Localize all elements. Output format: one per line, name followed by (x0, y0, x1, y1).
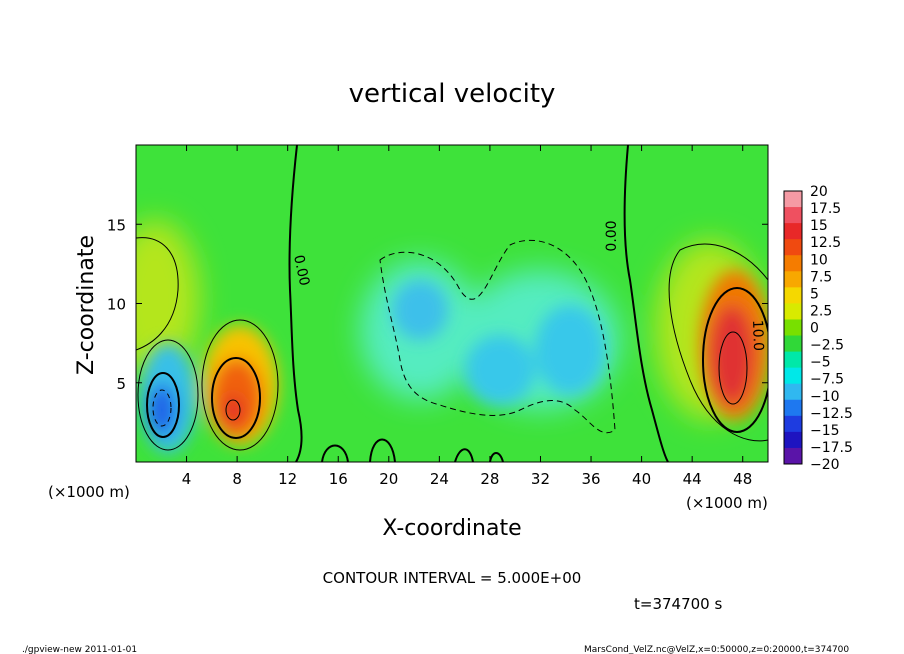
colorbar-swatch (784, 223, 802, 240)
colorbar-swatch (784, 367, 802, 385)
contour-right-10 (702, 287, 768, 433)
colorbar-label: −7.5 (810, 372, 844, 388)
x-tick-label: 16 (329, 470, 348, 488)
field-blobs-inner (140, 270, 768, 453)
colorbar-swatch (784, 191, 802, 208)
x-tick-label: 8 (232, 470, 242, 488)
x-tick-label: 36 (581, 470, 600, 488)
colorbar-swatch (784, 287, 802, 304)
y-axis-label: Z-coordinate (74, 235, 99, 375)
colorbar-swatch (784, 447, 802, 465)
x-tick-label: 44 (683, 470, 702, 488)
x-tick-label: 4 (182, 470, 192, 488)
x-tick-label: 32 (531, 470, 550, 488)
contour-label: 0.00 (290, 254, 312, 288)
contour-neg-blue-inner (146, 372, 180, 438)
colorbar-label: 5 (810, 286, 819, 302)
colorbar-label: 10 (810, 252, 828, 268)
colorbar-swatch (784, 271, 802, 288)
y-axis-ticks: 5 10 15 (107, 216, 768, 393)
field-blob (136, 220, 200, 380)
zero-contour-left (288, 145, 303, 462)
y-tick-label: 10 (107, 296, 126, 314)
colorbar-label: −20 (810, 457, 840, 473)
x-tick-label: 48 (733, 470, 752, 488)
colorbar-label: 2.5 (810, 303, 832, 319)
colorbar-frame (783, 190, 803, 465)
field-blob (535, 305, 605, 395)
colorbar-label: 12.5 (810, 235, 841, 251)
colorbar-swatch (784, 303, 802, 320)
field-blob (465, 335, 535, 405)
plot-area (136, 145, 768, 462)
contour-red-15 (225, 399, 241, 421)
contour-red-10 (211, 357, 261, 439)
x-tick-label: 40 (632, 470, 651, 488)
colorbar-label: 17.5 (810, 201, 841, 217)
x-unit-left: (×1000 m) (48, 483, 130, 501)
contour-neg-dashed (379, 239, 616, 433)
colorbar-swatch (784, 415, 802, 433)
colorbar-label: 20 (810, 184, 828, 200)
zero-contour-right (623, 145, 669, 462)
colorbar-label: 7.5 (810, 269, 832, 285)
colorbar-swatch (784, 431, 802, 449)
contour-red-outer (201, 319, 279, 451)
colorbar-label: −2.5 (810, 338, 844, 354)
x-tick-label: 24 (430, 470, 449, 488)
footer-left: ./gpview-new 2011-01-01 (22, 645, 137, 654)
contour-right-15 (718, 331, 748, 405)
colorbar-label: −10 (810, 389, 840, 405)
contour-label: 10.0 (749, 320, 766, 352)
field-blob (710, 305, 754, 405)
colorbar-label: −12.5 (810, 406, 853, 422)
colorbar-label: 15 (810, 218, 828, 234)
colorbar-swatch (784, 207, 802, 224)
contour-label: 0.00 (604, 220, 620, 251)
time-label: t=374700 s (634, 595, 722, 613)
x-tick-label: 28 (480, 470, 499, 488)
contour-labels: 0.00 0.00 10.0 (290, 220, 766, 351)
field-blob (392, 280, 448, 340)
contour-neg-blue-outer (137, 339, 199, 451)
x-axis-ticks: 4 8 12 16 20 24 28 32 36 40 44 48 (182, 145, 752, 488)
colorbar-swatch (784, 399, 802, 417)
contour-5-left (136, 237, 179, 351)
colorbar-swatch (784, 239, 802, 256)
colorbar-swatch (784, 383, 802, 401)
contour-lines (136, 145, 768, 462)
x-tick-label: 12 (278, 470, 297, 488)
contour-interval: CONTOUR INTERVAL = 5.000E+00 (323, 569, 582, 587)
chart-title: vertical velocity (349, 79, 556, 109)
contour-neg-blue-core (152, 389, 172, 427)
colorbar-swatch (784, 319, 802, 337)
colorbar-label: 0 (810, 321, 819, 337)
x-unit-right: (×1000 m) (686, 494, 768, 512)
colorbar-swatch (784, 335, 802, 353)
y-tick-label: 15 (107, 216, 126, 234)
contour-bottom-bumps (321, 438, 504, 462)
colorbar-swatch (784, 351, 802, 369)
colorbar-label: −5 (810, 355, 831, 371)
x-axis-label: X-coordinate (382, 516, 521, 541)
x-tick-label: 20 (379, 470, 398, 488)
y-tick-label: 5 (116, 375, 126, 393)
colorbar-label: −17.5 (810, 440, 853, 456)
footer-right: MarsCond_VelZ.nc@VelZ,x=0:50000,z=0:2000… (584, 645, 849, 654)
colorbar-swatch (784, 255, 802, 272)
colorbar-label: −15 (810, 423, 840, 439)
